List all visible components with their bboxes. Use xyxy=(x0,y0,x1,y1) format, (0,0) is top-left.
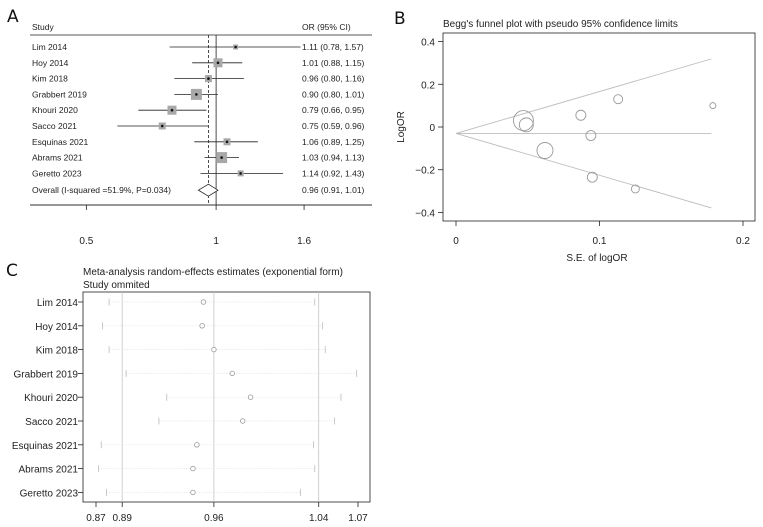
estimate-point xyxy=(229,370,235,377)
study-point xyxy=(613,94,624,105)
omitted-study-label: Abrams 2021 xyxy=(19,465,79,476)
estimate-point xyxy=(240,418,246,424)
effect-label: 1.11 (0.78, 1.57) xyxy=(302,42,364,52)
y-tick-label: 0.2 xyxy=(421,80,435,91)
influence-subtitle: Study ommited xyxy=(83,280,150,291)
funnel-y-label: LogOR xyxy=(396,111,407,143)
x-tick-label: 0.89 xyxy=(112,513,132,524)
point-estimate xyxy=(195,93,198,96)
study-label: Lim 2014 xyxy=(32,42,67,52)
point-estimate xyxy=(220,156,223,159)
x-tick-label: 1 xyxy=(213,236,219,247)
x-tick-label: 0.96 xyxy=(204,513,224,524)
study-point xyxy=(586,171,598,183)
funnel-x-label: S.E. of logOR xyxy=(566,253,627,264)
effect-label: 1.01 (0.88, 1.15) xyxy=(302,58,365,68)
study-point xyxy=(709,102,717,110)
estimate-point xyxy=(247,394,254,400)
effect-label: 0.79 (0.66, 0.95) xyxy=(302,105,365,115)
omitted-study-label: Khouri 2020 xyxy=(24,393,78,404)
point-estimate xyxy=(207,77,210,80)
x-tick-label: 0.1 xyxy=(593,236,607,247)
estimate-point xyxy=(194,442,200,448)
x-tick-label: 0.87 xyxy=(86,513,106,524)
x-tick-label: 1.6 xyxy=(297,236,311,247)
omitted-study-label: Sacco 2021 xyxy=(25,417,78,428)
omitted-study-label: Lim 2014 xyxy=(37,298,79,309)
point-estimate xyxy=(170,108,174,112)
influence-plot: Meta-analysis random-effects estimates (… xyxy=(12,267,371,524)
panel-letter-c: C xyxy=(6,261,18,281)
x-tick-label: 1.04 xyxy=(309,513,329,524)
study-point xyxy=(630,184,640,194)
point-estimate xyxy=(225,140,229,144)
study-label: Esquinas 2021 xyxy=(32,137,89,147)
x-tick-label: 0 xyxy=(453,236,459,247)
omitted-study-label: Grabbert 2019 xyxy=(14,369,79,380)
study-label: Abrams 2021 xyxy=(32,153,83,163)
study-point xyxy=(585,130,597,141)
lower-confidence-limit xyxy=(455,132,712,209)
influence-title: Meta-analysis random-effects estimates (… xyxy=(83,267,343,278)
y-tick-label: −0.2 xyxy=(415,166,435,177)
panel-letter-a: A xyxy=(7,7,19,27)
study-point xyxy=(536,142,554,159)
estimate-point xyxy=(190,465,196,472)
effect-label: 0.75 (0.59, 0.96) xyxy=(302,121,365,131)
estimate-point xyxy=(200,299,207,305)
effect-label: 0.90 (0.80, 1.01) xyxy=(302,89,365,99)
effect-label: 1.03 (0.94, 1.13) xyxy=(302,153,365,163)
x-tick-label: 0.2 xyxy=(736,236,750,247)
y-tick-label: 0 xyxy=(429,123,435,134)
effect-label: 1.14 (0.92, 1.43) xyxy=(302,168,365,178)
study-label: Hoy 2014 xyxy=(32,58,69,68)
effect-label: 0.96 (0.80, 1.16) xyxy=(302,74,365,84)
y-tick-label: −0.4 xyxy=(415,208,435,219)
study-point xyxy=(575,109,587,121)
study-point xyxy=(512,110,534,132)
forest-header-effect: OR (95% CI) xyxy=(302,22,351,32)
estimate-point xyxy=(190,489,196,496)
funnel-plot: Begg's funnel plot with pseudo 95% confi… xyxy=(396,19,756,264)
point-estimate xyxy=(239,172,242,175)
x-tick-label: 1.07 xyxy=(348,513,368,524)
study-point xyxy=(518,117,534,133)
study-label: Sacco 2021 xyxy=(32,121,77,131)
omitted-study-label: Kim 2018 xyxy=(36,346,79,357)
forest-plot: Study OR (95% CI) Lim 2014 1.11 (0.78, 1.… xyxy=(30,22,372,247)
study-label: Geretto 2023 xyxy=(32,168,82,178)
funnel-title: Begg's funnel plot with pseudo 95% confi… xyxy=(443,19,678,30)
omitted-study-label: Geretto 2023 xyxy=(20,488,79,499)
point-estimate xyxy=(160,124,164,128)
study-label: Kim 2018 xyxy=(32,74,68,84)
overall-effect-label: 0.96 (0.91, 1.01) xyxy=(302,185,365,195)
estimate-point xyxy=(199,323,205,329)
effect-label: 1.06 (0.89, 1.25) xyxy=(302,137,365,147)
estimate-point xyxy=(211,346,217,353)
x-tick-label: 0.5 xyxy=(79,236,93,247)
y-tick-label: 0.4 xyxy=(421,38,435,49)
overall-diamond xyxy=(197,183,219,197)
funnel-frame xyxy=(442,32,756,222)
forest-header-study: Study xyxy=(32,22,54,32)
point-estimate xyxy=(216,61,220,65)
point-estimate xyxy=(234,45,237,49)
study-label: Khouri 2020 xyxy=(32,105,78,115)
omitted-study-label: Hoy 2014 xyxy=(35,322,78,333)
upper-confidence-limit xyxy=(455,58,712,134)
omitted-study-label: Esquinas 2021 xyxy=(12,441,79,452)
study-label: Grabbert 2019 xyxy=(32,89,87,99)
panel-letter-b: B xyxy=(394,9,406,29)
overall-label: Overall (I-squared =51.9%, P=0.034) xyxy=(32,185,171,195)
